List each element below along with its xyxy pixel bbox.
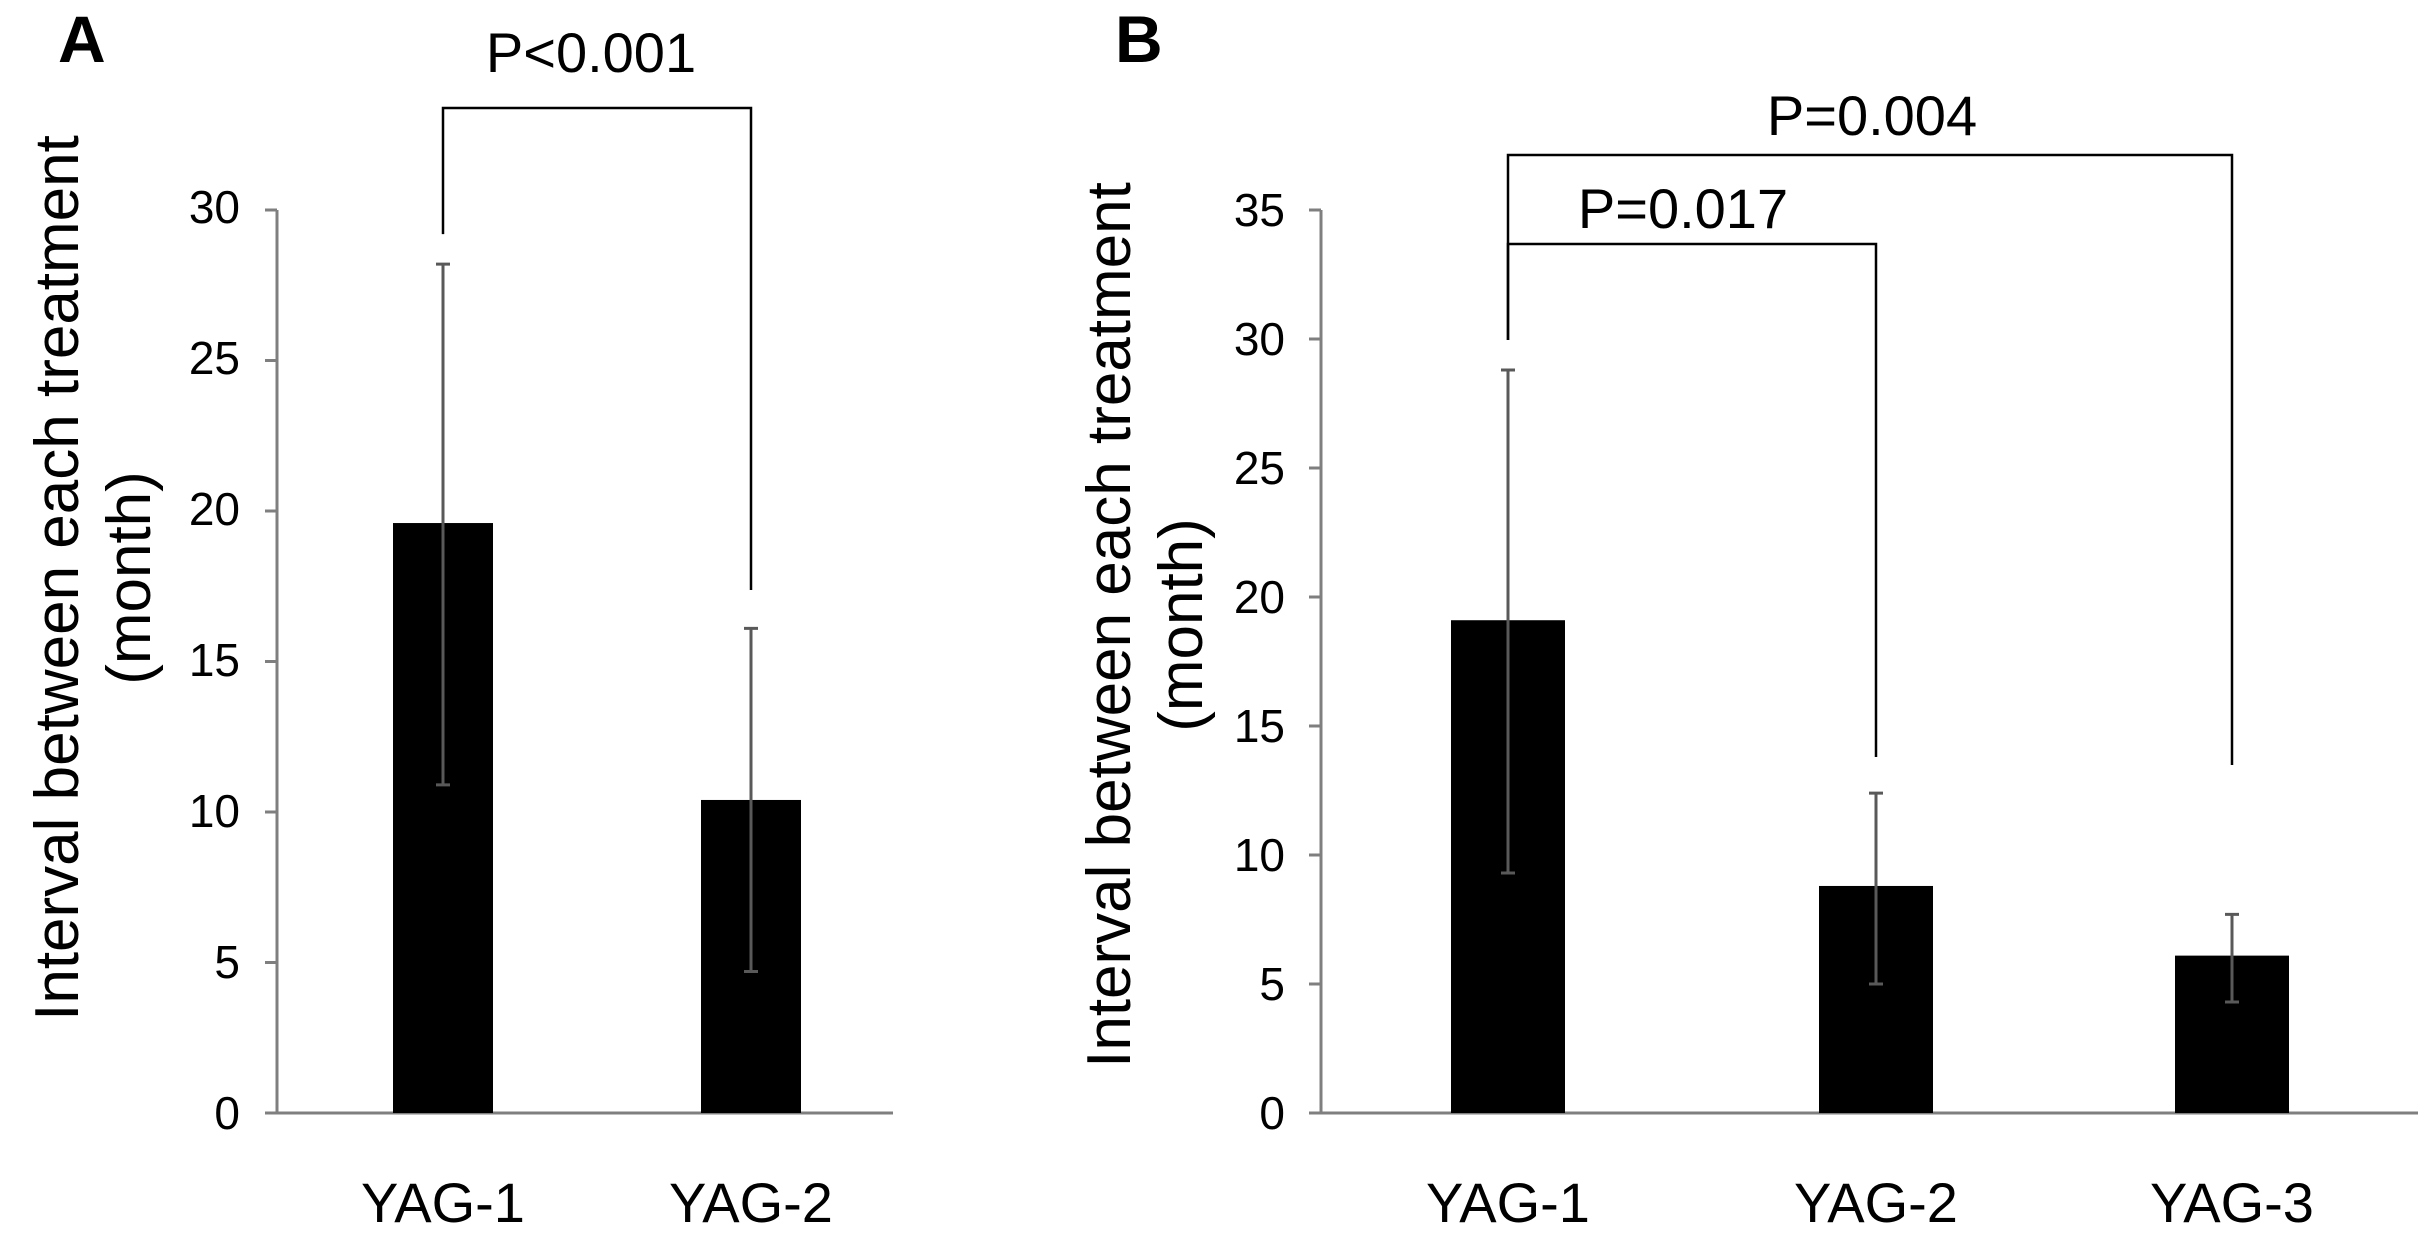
panel-b-error-bar-yag-2 (1869, 791, 1883, 986)
panel-a-category-label: YAG-2 (669, 1171, 833, 1234)
panel-b-ytick-label: 15 (1234, 700, 1285, 752)
panel-b-ytick-label: 5 (1259, 958, 1285, 1010)
panel-a-ytick-label: 15 (189, 634, 240, 686)
panel-b-ytick-label: 10 (1234, 829, 1285, 881)
panel-a-ytick-label: 5 (214, 936, 240, 988)
panel-a-p-value: P<0.001 (486, 21, 696, 84)
panel-b-ytick-label: 35 (1234, 184, 1285, 236)
panel-a-letter: A (58, 2, 106, 76)
panel-b-error-bar-yag-1 (1501, 368, 1515, 875)
panel-a-y-axis-title: Interval between each treatment (month) (23, 135, 164, 1021)
panel-a-error-bar-yag-2 (744, 626, 758, 974)
panel-a-ytick-label: 30 (189, 181, 240, 233)
panel-b-category-label: YAG-1 (1426, 1171, 1590, 1234)
panel-b-significance-bracket-inner (1506, 242, 1878, 757)
panel-b-p-value-inner: P=0.017 (1578, 177, 1788, 240)
panel-a: A Interval between each treatment (month… (23, 2, 893, 1234)
panel-b-letter: B (1115, 2, 1163, 76)
panel-b: B Interval between each treatment (month… (1075, 2, 2418, 1234)
panel-b-error-bar-yag-3 (2225, 912, 2239, 1004)
panel-a-ytick-label: 20 (189, 483, 240, 535)
panel-a-ylabel: Interval between each treatment (23, 135, 92, 1021)
panel-b-y-axis-title: Interval between each treatment (month) (1075, 182, 1216, 1068)
panel-a-ytick-label: 0 (214, 1087, 240, 1139)
panel-a-ylabel-unit: (month) (95, 471, 164, 685)
panel-b-ytick-label: 30 (1234, 313, 1285, 365)
panel-b-p-value-outer: P=0.004 (1767, 84, 1977, 147)
panel-b-category-label: YAG-2 (1794, 1171, 1958, 1234)
panel-b-ytick-label: 25 (1234, 442, 1285, 494)
panel-a-ytick-label: 25 (189, 332, 240, 384)
panel-a-ytick-label: 10 (189, 785, 240, 837)
panel-b-category-label: YAG-3 (2150, 1171, 2314, 1234)
panel-a-significance-bracket (441, 106, 753, 590)
panel-b-ylabel-unit: (month) (1147, 518, 1216, 732)
panel-a-category-label: YAG-1 (361, 1171, 525, 1234)
panel-b-significance-bracket-outer (1506, 153, 2234, 765)
panel-a-error-bar-yag-1 (436, 262, 450, 787)
panel-b-ytick-label: 20 (1234, 571, 1285, 623)
panel-b-ytick-label: 0 (1259, 1087, 1285, 1139)
panel-b-ylabel: Interval between each treatment (1075, 182, 1144, 1068)
